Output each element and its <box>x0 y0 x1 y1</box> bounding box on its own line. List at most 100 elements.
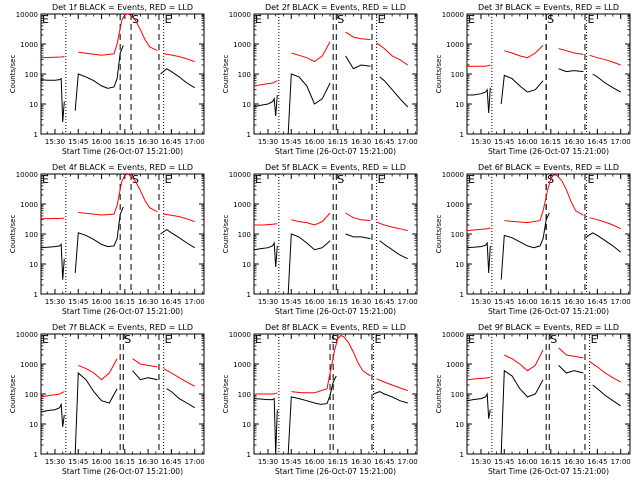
time-marker-label: E <box>588 13 595 26</box>
time-marker-label: E <box>255 173 262 186</box>
x-tick-label: 17:00 <box>611 138 631 146</box>
chart-title: Det 7f BLACK = Events, RED = LLD <box>52 323 193 332</box>
x-tick-label: 15:45 <box>494 458 514 466</box>
x-axis-label: Start Time (26-Oct-07 15:21:00) <box>62 307 183 316</box>
x-tick-label: 16:45 <box>587 458 607 466</box>
x-tick-label: 17:00 <box>611 458 631 466</box>
y-tick-label: 10000 <box>442 331 464 339</box>
x-tick-label: 16:00 <box>304 458 324 466</box>
time-marker-label: E <box>42 13 49 26</box>
x-tick-label: 16:45 <box>161 138 181 146</box>
x-tick-label: 17:00 <box>185 138 205 146</box>
chart-title: Det 5f BLACK = Events, RED = LLD <box>265 163 406 172</box>
y-tick-label: 100 <box>25 71 38 79</box>
y-tick-label: 1 <box>247 131 251 139</box>
x-tick-label: 17:00 <box>398 458 418 466</box>
y-tick-label: 1000 <box>233 41 251 49</box>
chart-title: Det 1f BLACK = Events, RED = LLD <box>52 3 193 12</box>
x-tick-label: 17:00 <box>398 298 418 306</box>
y-tick-label: 1000 <box>446 201 464 209</box>
x-tick-label: 16:30 <box>351 138 371 146</box>
time-marker-label: E <box>255 13 262 26</box>
x-tick-label: 16:15 <box>115 138 135 146</box>
y-tick-label: 10000 <box>16 331 38 339</box>
events-series-line <box>40 370 195 455</box>
x-tick-label: 16:00 <box>517 138 537 146</box>
y-tick-label: 100 <box>25 231 38 239</box>
y-tick-label: 1000 <box>20 201 38 209</box>
time-marker-label: S <box>124 333 131 346</box>
x-tick-label: 17:00 <box>398 138 418 146</box>
chart-title: Det 9f BLACK = Events, RED = LLD <box>478 323 619 332</box>
y-tick-label: 1000 <box>20 361 38 369</box>
x-tick-label: 16:30 <box>564 138 584 146</box>
x-tick-label: 16:30 <box>138 458 158 466</box>
y-tick-label: 1 <box>460 131 464 139</box>
y-tick-label: 10000 <box>229 331 251 339</box>
chart-panel: Det 8f BLACK = Events, RED = LLD 1 10 100 10… <box>222 323 418 476</box>
lld-series-line <box>254 334 408 395</box>
events-series-line <box>253 55 409 135</box>
y-tick-label: 100 <box>238 71 251 79</box>
time-marker-label: E <box>468 173 475 186</box>
y-tick-label: 10 <box>242 421 251 429</box>
x-tick-label: 16:45 <box>374 298 394 306</box>
events-series-line <box>253 233 408 295</box>
time-marker-label: E <box>255 333 262 346</box>
events-series-line <box>466 365 621 455</box>
x-axis-label: Start Time (26-Oct-07 15:21:00) <box>488 307 609 316</box>
x-axis-label: Start Time (26-Oct-07 15:21:00) <box>62 467 183 476</box>
x-tick-label: 15:30 <box>45 458 65 466</box>
time-marker-label: S <box>547 13 554 26</box>
x-tick-label: 16:00 <box>517 458 537 466</box>
time-marker-label: E <box>468 333 475 346</box>
x-axis-label: Start Time (26-Oct-07 15:21:00) <box>488 467 609 476</box>
chart-panel: Det 5f BLACK = Events, RED = LLD 1 10 100 10… <box>222 163 418 316</box>
y-tick-label: 1 <box>460 451 464 459</box>
y-axis-label: Counts/sec <box>222 55 230 94</box>
y-tick-label: 1 <box>247 291 251 299</box>
time-marker-label: E <box>591 333 598 346</box>
y-tick-label: 10 <box>455 261 464 269</box>
x-tick-label: 16:00 <box>304 298 324 306</box>
x-tick-label: 15:45 <box>281 298 301 306</box>
chart-panel: Det 4f BLACK = Events, RED = LLD 1 10 100 10… <box>9 163 205 316</box>
events-series-line <box>40 206 195 280</box>
chart-panel: Det 6f BLACK = Events, RED = LLD 1 10 100 10… <box>435 163 631 316</box>
time-marker-label: E <box>42 173 49 186</box>
y-tick-label: 100 <box>451 391 464 399</box>
lld-series-line <box>40 173 195 223</box>
time-marker-label: S <box>550 333 557 346</box>
y-tick-label: 1 <box>247 451 251 459</box>
time-marker-label: S <box>337 13 344 26</box>
lld-series-line <box>467 45 621 67</box>
lld-series-line <box>466 174 621 232</box>
x-tick-label: 16:00 <box>91 458 111 466</box>
y-tick-label: 10000 <box>229 171 251 179</box>
x-tick-label: 15:30 <box>45 138 65 146</box>
y-tick-label: 1000 <box>233 201 251 209</box>
lld-series-line <box>466 347 621 383</box>
chart-panel: Det 3f BLACK = Events, RED = LLD 1 10 100 10… <box>435 3 631 156</box>
x-tick-label: 16:00 <box>304 138 324 146</box>
time-marker-label: E <box>378 13 385 26</box>
lld-series-line <box>40 13 195 63</box>
y-axis-label: Counts/sec <box>9 375 17 414</box>
chart-panel: Det 1f BLACK = Events, RED = LLD 1 10 100 10… <box>9 3 205 156</box>
x-tick-label: 16:15 <box>541 138 561 146</box>
chart-panel: Det 7f BLACK = Events, RED = LLD 1 10 100 10… <box>9 323 205 476</box>
chart-panel: Det 9f BLACK = Events, RED = LLD 1 10 100 10… <box>435 323 631 476</box>
x-tick-label: 15:45 <box>494 138 514 146</box>
y-tick-label: 10 <box>242 101 251 109</box>
time-marker-label: E <box>165 13 172 26</box>
events-series-line <box>40 45 195 123</box>
time-marker-label: E <box>375 333 382 346</box>
x-tick-label: 15:45 <box>281 458 301 466</box>
y-tick-label: 10 <box>455 421 464 429</box>
time-marker-label: S <box>132 173 139 186</box>
x-tick-label: 16:15 <box>115 298 135 306</box>
y-tick-label: 10000 <box>442 11 464 19</box>
x-tick-label: 15:30 <box>258 138 278 146</box>
y-tick-label: 1000 <box>446 41 464 49</box>
